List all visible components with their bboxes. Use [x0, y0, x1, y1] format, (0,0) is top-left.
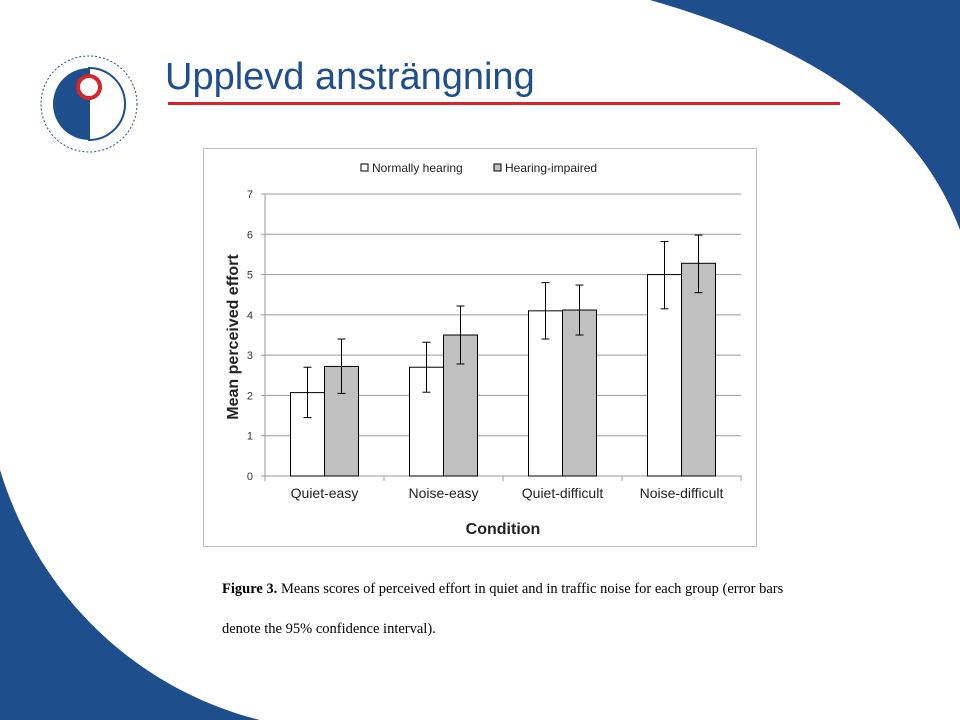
figure-caption: Figure 3. Means scores of perceived effo…: [222, 569, 822, 649]
x-category-label: Quiet-difficult: [522, 485, 604, 501]
y-tick-label: 1: [247, 431, 253, 443]
y-tick-label: 2: [247, 390, 253, 402]
slide-title: Upplevd ansträngning: [165, 56, 535, 98]
y-tick-label: 5: [247, 270, 253, 282]
caption-label: Figure 3.: [222, 581, 278, 597]
bar-hearing-impaired: [681, 262, 716, 477]
y-tick-label: 7: [247, 189, 253, 201]
title-underline: [168, 102, 840, 105]
legend-label: Hearing-impaired: [505, 161, 597, 175]
y-axis-title: Mean perceived effort: [225, 254, 242, 420]
legend-label: Normally hearing: [372, 161, 463, 175]
y-tick-label: 3: [247, 350, 253, 362]
bar-chart: 0 1 2 3 4 5 6 7 Quiet-easy Noise-easy Quiet-diffic…: [225, 161, 742, 538]
institute-logo: [40, 55, 138, 153]
legend-swatch: [360, 163, 369, 172]
y-tick-label: 0: [247, 471, 253, 483]
x-category-label: Quiet-easy: [291, 485, 359, 501]
x-axis-title: Condition: [466, 521, 541, 538]
chart-frame: 0 1 2 3 4 5 6 7 Quiet-easy Noise-easy Quiet-diffic…: [203, 148, 757, 547]
bar-hearing-impaired: [562, 309, 597, 477]
x-category-label: Noise-difficult: [640, 485, 724, 501]
caption-text: Means scores of perceived effort in quie…: [222, 581, 784, 637]
legend-swatch: [493, 163, 502, 172]
y-tick-label: 4: [247, 310, 253, 322]
y-tick-label: 6: [247, 229, 253, 241]
x-category-label: Noise-easy: [408, 485, 478, 501]
